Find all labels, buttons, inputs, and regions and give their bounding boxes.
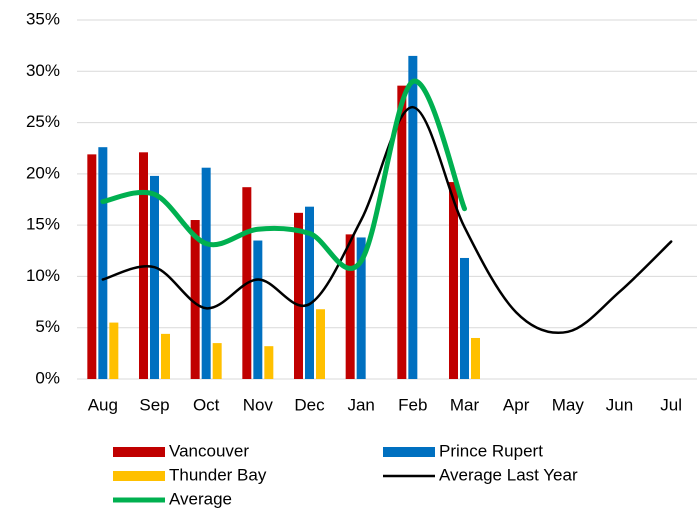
legend-label: Vancouver (169, 441, 249, 460)
x-tick-label: Feb (398, 395, 427, 414)
x-tick-label: Aug (88, 395, 118, 414)
line (101, 105, 673, 334)
x-tick-label: Nov (243, 395, 274, 414)
bar (397, 85, 407, 379)
bar (98, 147, 108, 379)
x-tick-label: Oct (193, 395, 220, 414)
bar (109, 322, 119, 379)
y-tick-label: 15% (26, 215, 60, 234)
x-tick-label: Jun (606, 395, 633, 414)
bar (264, 346, 274, 379)
bar (294, 212, 303, 379)
bar (253, 240, 263, 379)
bar (356, 237, 366, 379)
x-tick-label: Apr (503, 395, 530, 414)
bar (316, 309, 325, 379)
line (100, 79, 467, 271)
legend-swatch (383, 447, 435, 457)
x-tick-label: Dec (294, 395, 325, 414)
y-tick-label: 10% (26, 266, 60, 285)
y-tick-label: 25% (26, 112, 60, 131)
bar (201, 167, 211, 379)
bar (190, 220, 200, 379)
x-tick-label: Jan (347, 395, 374, 414)
bar (471, 337, 480, 379)
x-tick-label: Sep (139, 395, 169, 414)
y-tick-label: 35% (26, 9, 60, 28)
y-tick-label: 30% (26, 61, 60, 80)
legend-swatch (113, 471, 165, 481)
legend-label: Average Last Year (439, 465, 578, 484)
bar (150, 175, 159, 379)
x-tick-label: Jul (660, 395, 682, 414)
bar (305, 206, 314, 379)
y-tick-label: 20% (26, 163, 60, 182)
legend-label: Average (169, 489, 232, 508)
y-tick-label: 5% (35, 317, 60, 336)
bar (161, 333, 170, 379)
bar (345, 234, 355, 379)
legend-swatch (113, 447, 165, 457)
legend-label: Thunder Bay (169, 465, 267, 484)
legend-label: Prince Rupert (439, 441, 543, 460)
bar (449, 182, 458, 379)
y-tick-label: 0% (35, 368, 60, 387)
bar (87, 154, 97, 379)
bar (460, 257, 469, 379)
bar (212, 343, 222, 379)
bar (408, 55, 418, 380)
x-tick-label: May (552, 395, 585, 414)
x-tick-label: Mar (450, 395, 480, 414)
